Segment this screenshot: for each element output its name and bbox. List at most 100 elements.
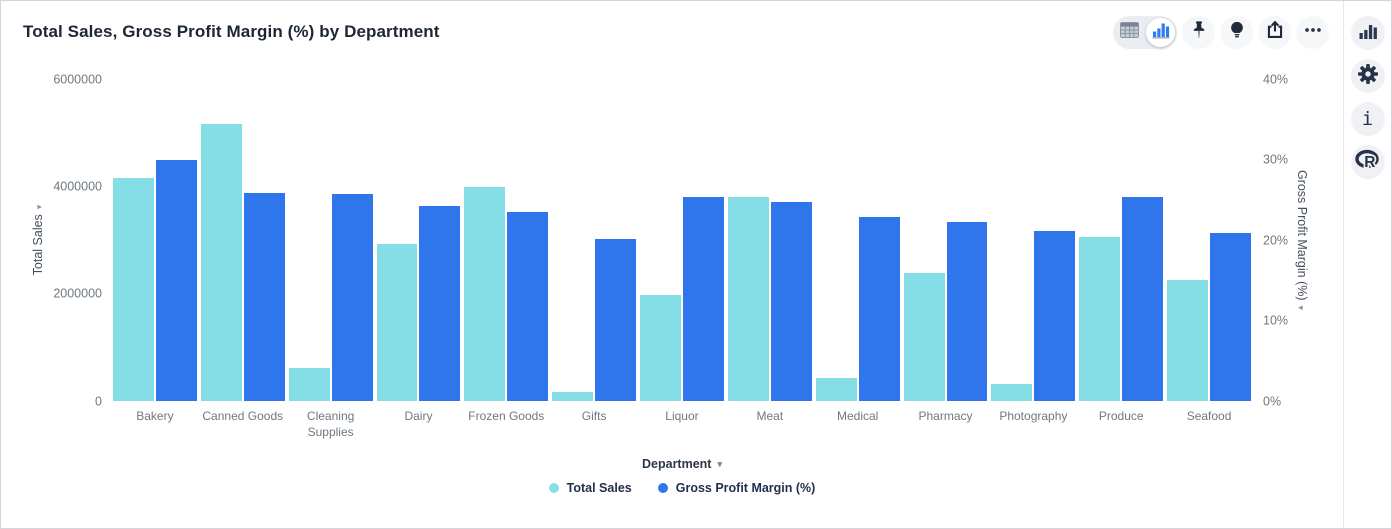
legend-item-gross-profit-margin[interactable]: Gross Profit Margin (%) [657,481,816,495]
tick-label: 2000000 [53,286,102,301]
bar-gross-profit-margin-photography[interactable] [1034,231,1076,401]
bar-total-sales-produce[interactable] [1079,236,1121,401]
category-label-canned-goods[interactable]: Canned Goods [202,409,284,423]
x-axis-label[interactable]: Department ▾ [113,457,1251,471]
bar-total-sales-liquor[interactable] [640,295,681,401]
category-label-cleaning-supplies[interactable]: Cleaning Supplies [306,409,355,439]
category-label-produce[interactable]: Produce [1098,409,1144,423]
share-icon [1264,19,1286,46]
plot-area [113,79,1251,401]
table-view-button[interactable] [1115,18,1144,47]
bar-gross-profit-margin-liquor[interactable] [682,196,724,401]
bar-group-canned-goods [200,79,285,401]
right-rail: i R [1343,1,1391,528]
bar-gross-profit-margin-medical[interactable] [858,216,900,401]
bar-group-cleaning-supplies [288,79,373,401]
page-title: Total Sales, Gross Profit Margin (%) by … [23,22,440,41]
category-label-bakery[interactable]: Bakery [136,409,174,423]
right-axis-ticks: 0% 10% 20% 30% 40% [1263,73,1333,407]
bar-group-dairy [376,79,461,401]
bar-group-medical [815,79,900,401]
bar-gross-profit-margin-frozen-goods[interactable] [507,211,549,401]
left-axis-title-text: Total Sales [31,214,45,276]
category-label-frozen-goods[interactable]: Frozen Goods [468,409,545,423]
pin-icon [1188,19,1210,46]
category-label-liquor[interactable]: Liquor [665,409,699,423]
bar-group-pharmacy [903,79,988,401]
x-axis-label-text: Department [642,457,712,471]
right-axis-title[interactable]: Gross Profit Margin (%) ▾ [1295,170,1309,310]
info-icon: i [1361,108,1374,130]
tick-label: 40% [1263,71,1289,86]
bar-total-sales-medical[interactable] [815,377,857,401]
share-button[interactable] [1258,16,1291,49]
settings-button[interactable] [1350,59,1385,93]
info-button[interactable]: i [1350,102,1385,136]
x-axis-caret-icon: ▾ [717,459,722,469]
bar-gross-profit-margin-dairy[interactable] [419,206,461,401]
bar-gross-profit-margin-seafood[interactable] [1210,232,1251,401]
bar-gross-profit-margin-cleaning-supplies[interactable] [331,194,373,401]
right-axis-caret-icon: ▾ [1296,305,1306,311]
category-label-medical[interactable]: Medical [836,409,879,423]
category-label-photography[interactable]: Photography [999,409,1068,423]
bar-gross-profit-margin-gifts[interactable] [595,239,637,401]
bar-group-meat [727,79,812,401]
bar-total-sales-photography[interactable] [991,383,1033,401]
bar-total-sales-meat[interactable] [727,196,769,401]
legend-label: Gross Profit Margin (%) [675,481,816,495]
view-toggle [1113,16,1177,49]
chart-toolbar [1113,16,1329,49]
bar-total-sales-canned-goods[interactable] [200,124,242,401]
bar-gross-profit-margin-meat[interactable] [770,202,812,401]
bar-group-gifts [552,79,637,401]
insights-button[interactable] [1220,16,1253,49]
legend-label: Total Sales [566,481,632,495]
legend: Total Sales Gross Profit Margin (%) [113,481,1251,495]
left-axis-ticks: 0 2000000 4000000 6000000 [1,73,102,407]
category-label-gifts[interactable]: Gifts [581,409,607,423]
left-axis-caret-icon: ▾ [34,204,44,210]
chart-view-icon [1152,22,1170,44]
bar-group-seafood [1167,79,1251,401]
bar-total-sales-cleaning-supplies[interactable] [288,367,330,401]
bar-total-sales-bakery[interactable] [113,178,154,401]
bar-total-sales-frozen-goods[interactable] [464,187,506,401]
category-label-dairy[interactable]: Dairy [404,409,433,423]
bar-gross-profit-margin-produce[interactable] [1122,197,1164,401]
tick-label: 10% [1263,313,1289,328]
category-axis: Bakery Canned Goods Cleaning Supplies Dairy… [113,409,1251,440]
category-label-pharmacy[interactable]: Pharmacy [918,409,973,423]
bar-total-sales-seafood[interactable] [1167,279,1209,401]
more-options-button[interactable] [1296,16,1329,49]
legend-item-total-sales[interactable]: Total Sales [548,481,632,495]
svg-text:R: R [1364,154,1375,171]
bar-group-bakery [113,79,197,401]
bar-total-sales-pharmacy[interactable] [903,272,945,401]
bar-gross-profit-margin-canned-goods[interactable] [243,193,285,401]
bar-gross-profit-margin-pharmacy[interactable] [946,222,988,401]
pin-button[interactable] [1182,16,1215,49]
chart-view-button[interactable] [1146,18,1175,47]
chart-type-icon [1358,22,1378,45]
category-label-meat[interactable]: Meat [756,409,784,423]
bar-total-sales-gifts[interactable] [552,391,594,401]
left-axis-title[interactable]: Total Sales ▾ [31,205,45,276]
category-label-seafood[interactable]: Seafood [1186,409,1232,423]
bar-gross-profit-margin-bakery[interactable] [155,159,197,401]
bar-total-sales-dairy[interactable] [376,244,418,401]
table-view-icon [1120,22,1139,43]
bar-group-produce [1079,79,1164,401]
more-options-icon [1302,19,1324,46]
insights-bulb-icon [1226,19,1248,46]
tick-label: 20% [1263,232,1289,247]
settings-gear-icon [1356,62,1380,91]
bar-group-frozen-goods [464,79,549,401]
tick-label: 0 [95,393,102,408]
r-analysis-button[interactable]: R [1350,145,1385,179]
chart-type-button[interactable] [1350,16,1385,50]
tick-label: 6000000 [53,71,102,86]
bar-group-liquor [640,79,724,401]
legend-dot-total-sales [548,483,559,493]
